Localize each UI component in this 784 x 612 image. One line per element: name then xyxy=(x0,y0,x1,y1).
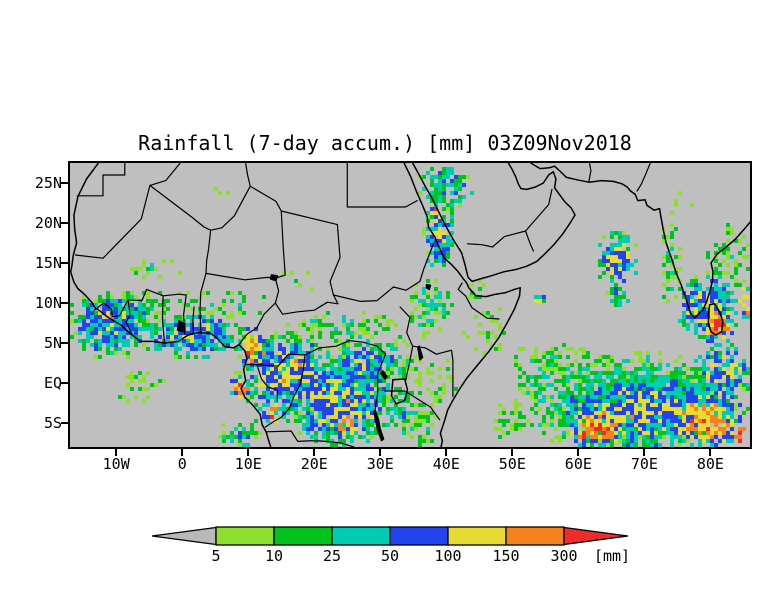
colorbar-threshold-label: 50 xyxy=(380,547,400,565)
x-tick xyxy=(313,449,316,456)
lake-victoria xyxy=(392,379,408,404)
coastline-west-africa xyxy=(71,163,271,447)
y-tick-label: 10N xyxy=(34,294,62,312)
colorbar-unit-label: [mm] xyxy=(593,547,631,565)
y-tick-label: 20N xyxy=(34,214,62,232)
x-tick xyxy=(445,449,448,456)
map-frame xyxy=(68,161,752,449)
y-tick xyxy=(61,302,68,304)
x-tick xyxy=(181,449,184,456)
y-tick-label: 5S xyxy=(43,414,62,432)
colorbar-threshold-label: 150 xyxy=(492,547,520,565)
lake-tanganyika xyxy=(374,410,384,440)
lake-albert xyxy=(381,371,387,379)
y-tick xyxy=(61,382,68,384)
y-tick xyxy=(61,262,68,264)
x-tick xyxy=(115,449,118,456)
lake-tana xyxy=(427,285,431,290)
x-tick xyxy=(709,449,712,456)
colorbar-segment xyxy=(273,526,333,546)
x-tick-label: 40E xyxy=(432,455,460,473)
x-tick xyxy=(643,449,646,456)
y-tick-label: EQ xyxy=(43,374,62,392)
x-tick xyxy=(511,449,514,456)
coastline-arabia xyxy=(413,163,575,281)
x-tick-label: 20E xyxy=(300,455,328,473)
x-tick xyxy=(577,449,580,456)
x-tick-label: 0 xyxy=(177,455,187,473)
colorbar-threshold-label: 10 xyxy=(264,547,284,565)
y-tick xyxy=(61,182,68,184)
colorbar-segment xyxy=(505,526,565,546)
map-overlay xyxy=(70,163,750,447)
colorbar: 5 10 25 50 100 150 300 [mm] xyxy=(150,526,660,570)
lake-turkana xyxy=(418,346,423,360)
coastline-east-africa xyxy=(404,163,520,447)
y-tick-label: 5N xyxy=(43,334,62,352)
y-tick xyxy=(61,422,68,424)
colorbar-segment xyxy=(447,526,507,546)
y-tick-label: 15N xyxy=(34,254,62,272)
colorbar-segment xyxy=(331,526,391,546)
lake-volta xyxy=(178,321,185,332)
x-tick-label: 60E xyxy=(564,455,592,473)
y-tick xyxy=(61,342,68,344)
colorbar-arrow-left xyxy=(151,526,217,546)
x-tick-label: 30E xyxy=(366,455,394,473)
colorbar-segment xyxy=(389,526,449,546)
colorbar-arrow-right xyxy=(563,526,629,546)
x-tick-label: 50E xyxy=(498,455,526,473)
x-tick-label: 10E xyxy=(234,455,262,473)
colorbar-threshold-label: 5 xyxy=(211,547,221,565)
coastline-iran-india xyxy=(531,163,750,318)
y-tick xyxy=(61,222,68,224)
x-tick-label: 10W xyxy=(102,455,130,473)
x-tick-label: 80E xyxy=(696,455,724,473)
colorbar-threshold-label: 100 xyxy=(434,547,462,565)
chart-title: Rainfall (7-day accum.) [mm] 03Z09Nov201… xyxy=(138,131,632,155)
y-tick-label: 25N xyxy=(34,174,62,192)
island-sri-lanka xyxy=(708,304,723,335)
x-tick xyxy=(379,449,382,456)
colorbar-bar xyxy=(151,526,629,546)
colorbar-segment xyxy=(215,526,275,546)
colorbar-threshold-label: 300 xyxy=(550,547,578,565)
country-borders xyxy=(75,163,650,447)
x-tick xyxy=(247,449,250,456)
x-tick-label: 70E xyxy=(630,455,658,473)
colorbar-threshold-label: 25 xyxy=(322,547,342,565)
